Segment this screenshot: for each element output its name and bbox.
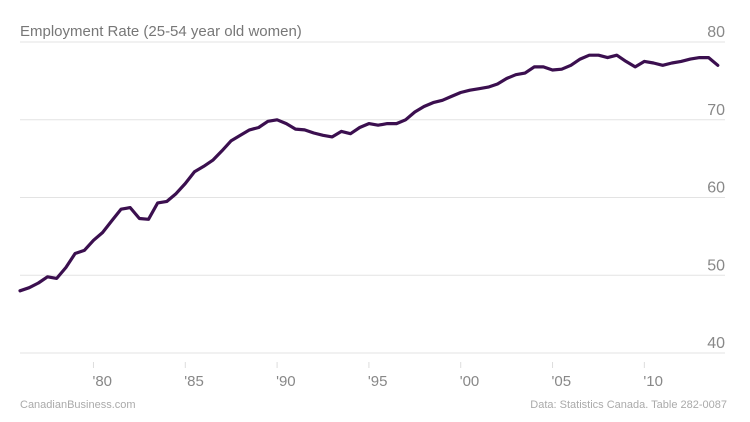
- y-tick-label: 80: [707, 24, 725, 41]
- x-tick-label: '85: [184, 373, 204, 390]
- employment-rate-line: [18, 53, 720, 293]
- x-tick-label: '95: [368, 373, 388, 390]
- chart-title: Employment Rate (25-54 year old women): [20, 23, 302, 40]
- x-tick-label: '80: [92, 373, 112, 390]
- x-tick-label: '90: [276, 373, 296, 390]
- y-tick-label: 70: [707, 102, 725, 119]
- x-tick-label: '00: [460, 373, 480, 390]
- x-tick-label: '10: [643, 373, 663, 390]
- y-tick-label: 40: [707, 335, 725, 352]
- y-tick-label: 60: [707, 180, 725, 197]
- x-tick-label: '05: [552, 373, 572, 390]
- source-left: CanadianBusiness.com: [20, 399, 136, 411]
- source-right: Data: Statistics Canada. Table 282-0087: [530, 399, 727, 411]
- y-tick-label: 50: [707, 257, 725, 274]
